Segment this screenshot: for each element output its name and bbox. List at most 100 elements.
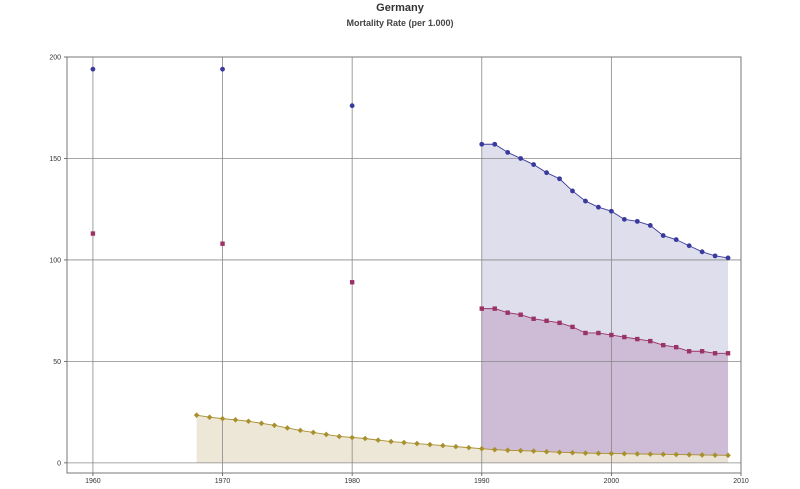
point-series-2-2003 bbox=[648, 338, 653, 344]
point-series-3-2005 bbox=[673, 451, 679, 458]
x-tick-label-1970: 1970 bbox=[215, 478, 231, 485]
point-series-2-1990 bbox=[479, 306, 484, 311]
chart-subtitle: Mortality Rate (per 1.000) bbox=[346, 18, 454, 28]
point-series-1-1999 bbox=[596, 204, 601, 210]
point-series-3-1971 bbox=[232, 417, 239, 423]
x-tick-label-2000: 2000 bbox=[604, 478, 620, 485]
point-series-3-1986 bbox=[427, 441, 433, 448]
point-series-3-1994 bbox=[530, 448, 537, 454]
plot-frame bbox=[66, 56, 742, 474]
point-series-3-1978 bbox=[323, 431, 330, 438]
point-series-3-1987 bbox=[440, 442, 446, 449]
y-tick-label-200: 200 bbox=[49, 55, 61, 62]
x-tick-label-1960: 1960 bbox=[85, 478, 101, 485]
point-series-2-1960 bbox=[90, 231, 96, 236]
point-series-3-1991 bbox=[491, 446, 498, 453]
point-series-2-1994 bbox=[531, 316, 536, 321]
area-fill-series-3 bbox=[196, 415, 729, 463]
point-series-3-1974 bbox=[271, 422, 278, 429]
point-series-3-2004 bbox=[660, 451, 667, 458]
area-fills bbox=[196, 144, 729, 463]
point-series-3-1969 bbox=[206, 414, 213, 420]
point-series-2-2009 bbox=[725, 351, 731, 356]
point-series-1-2000 bbox=[608, 208, 614, 214]
x-tick-label-1980: 1980 bbox=[344, 478, 360, 485]
point-series-2-2002 bbox=[635, 336, 640, 342]
point-series-3-1989 bbox=[466, 444, 472, 451]
point-series-2-1980 bbox=[349, 280, 355, 285]
point-series-2-1998 bbox=[583, 330, 588, 336]
chart-title: Germany bbox=[376, 2, 424, 14]
point-series-2-1995 bbox=[544, 318, 549, 324]
point-series-1-2009 bbox=[725, 255, 731, 261]
point-series-3-1999 bbox=[595, 450, 602, 457]
point-series-3-1972 bbox=[245, 418, 252, 425]
point-series-1-1990 bbox=[479, 141, 485, 147]
point-series-1-2002 bbox=[634, 218, 640, 224]
point-series-3-1995 bbox=[543, 448, 550, 455]
point-series-3-2002 bbox=[634, 451, 641, 457]
point-series-2-2000 bbox=[609, 332, 614, 338]
point-series-3-2001 bbox=[621, 450, 628, 457]
point-series-2-1999 bbox=[596, 330, 601, 336]
point-series-1-1993 bbox=[518, 156, 524, 161]
point-series-3-1993 bbox=[517, 447, 524, 454]
point-series-3-1970 bbox=[219, 415, 226, 422]
point-series-3-1981 bbox=[362, 435, 368, 442]
point-series-3-2003 bbox=[647, 451, 654, 457]
point-series-3-1980 bbox=[349, 434, 355, 441]
point-series-3-2009 bbox=[725, 452, 731, 459]
point-series-1-1994 bbox=[531, 162, 537, 167]
x-tick-label-1990: 1990 bbox=[474, 478, 490, 485]
point-series-1-1995 bbox=[544, 170, 549, 176]
point-series-1-2007 bbox=[699, 249, 705, 255]
point-series-2-2007 bbox=[699, 349, 705, 354]
point-series-3-2007 bbox=[699, 452, 705, 458]
point-series-3-2006 bbox=[686, 451, 692, 458]
point-series-1-2003 bbox=[647, 223, 653, 228]
point-series-3-1992 bbox=[504, 447, 511, 454]
point-series-2-2008 bbox=[712, 351, 718, 356]
point-series-1-2006 bbox=[686, 243, 692, 249]
point-series-1-1960 bbox=[90, 66, 96, 72]
point-series-1-2004 bbox=[660, 233, 666, 238]
point-series-2-2006 bbox=[686, 349, 692, 354]
point-series-3-1973 bbox=[258, 420, 265, 427]
point-series-2-2005 bbox=[673, 344, 679, 350]
point-series-3-1977 bbox=[310, 429, 317, 436]
point-series-3-1984 bbox=[401, 439, 407, 446]
point-series-1-1997 bbox=[570, 188, 575, 194]
point-series-3-1976 bbox=[297, 427, 304, 434]
point-series-3-1979 bbox=[336, 433, 342, 440]
point-series-1-1980 bbox=[349, 103, 355, 109]
point-series-3-1998 bbox=[582, 450, 589, 456]
point-series-2-2004 bbox=[661, 342, 666, 348]
point-series-2-1993 bbox=[518, 312, 523, 317]
point-series-1-1998 bbox=[583, 198, 588, 204]
point-series-1-1992 bbox=[505, 149, 511, 155]
area-fill-series-2 bbox=[481, 308, 729, 463]
chart-titles: Germany Mortality Rate (per 1.000) bbox=[0, 0, 800, 30]
axis-ticks: 1960 1970 1980 1990 2000 2010 0 50 100 150 200 bbox=[49, 55, 749, 486]
point-series-2-2001 bbox=[622, 334, 627, 340]
series-markers bbox=[90, 66, 731, 459]
point-series-1-1970 bbox=[220, 66, 225, 72]
point-series-3-1997 bbox=[569, 449, 576, 456]
point-series-1-2005 bbox=[673, 237, 679, 243]
point-series-3-1990 bbox=[478, 445, 485, 452]
point-series-3-1982 bbox=[375, 437, 381, 443]
point-series-1-2001 bbox=[621, 216, 627, 222]
point-series-3-2008 bbox=[712, 452, 718, 458]
point-series-3-1975 bbox=[284, 425, 291, 431]
y-tick-label-50: 50 bbox=[53, 359, 61, 366]
point-series-2-1970 bbox=[220, 241, 225, 246]
point-series-2-1992 bbox=[505, 310, 510, 315]
point-series-1-1996 bbox=[557, 176, 562, 182]
point-series-3-1996 bbox=[556, 449, 563, 456]
point-series-3-1985 bbox=[414, 440, 420, 447]
x-tick-label-2010: 2010 bbox=[733, 478, 749, 485]
y-tick-label-0: 0 bbox=[57, 460, 61, 467]
point-series-1-1991 bbox=[492, 141, 498, 147]
point-series-2-1991 bbox=[492, 306, 497, 311]
